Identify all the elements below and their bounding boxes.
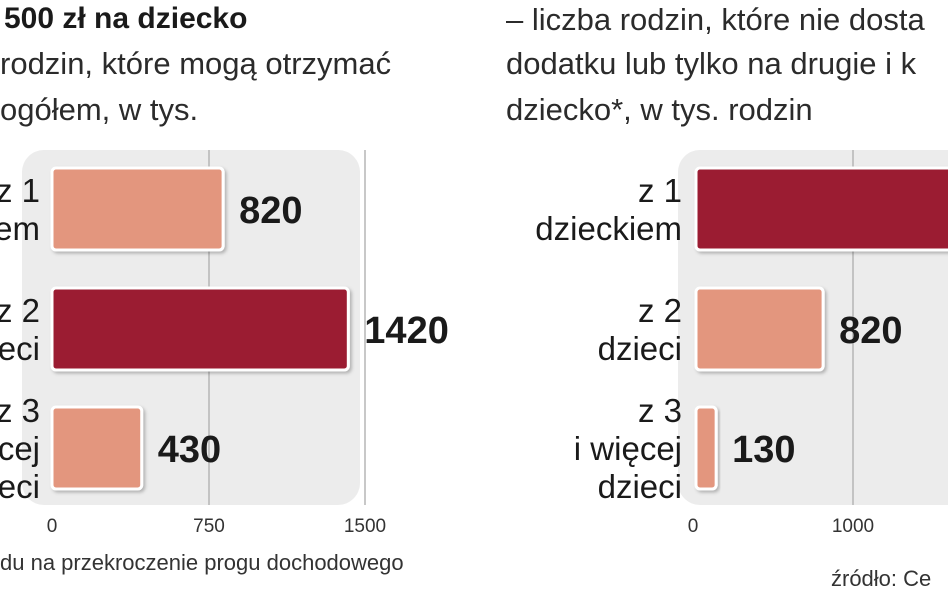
chart-1-category-label-1-1: dzieci — [598, 330, 682, 367]
chart-0-category-label-2-2: zieci — [0, 468, 40, 505]
chart-1-category-label-1-0: z 2 — [638, 292, 682, 329]
right-header-line1: – liczba rodzin, które nie dosta — [506, 2, 925, 37]
left-subtitle-line2: ogółem, w tys. — [0, 92, 199, 127]
source-note: źródło: Ce — [831, 566, 932, 591]
chart-0-tick-0: 0 — [47, 516, 58, 537]
chart-0-value-label-0: 820 — [239, 190, 302, 232]
chart-1-tick-1: 1000 — [832, 516, 874, 537]
chart-1-category-label-2-1: i więcej — [574, 430, 682, 467]
footnote: du na przekroczenie progu dochodowego — [0, 550, 404, 575]
chart-1-category-label-0-1: dzieckiem — [535, 210, 682, 247]
chart-1-category-label-2-0: z 3 — [638, 392, 682, 429]
chart-0-category-label-0-1: iem — [0, 210, 40, 247]
chart-0-category-label-2-1: cej — [0, 430, 40, 467]
chart-0-category-label-1-0: z 2 — [0, 292, 40, 329]
chart-1-bar-0 — [694, 166, 948, 252]
chart-0-bar-1 — [50, 286, 350, 372]
chart-1-bar-1 — [694, 286, 825, 372]
chart-0-tick-2: 1500 — [344, 516, 386, 537]
chart-0-category-label-0-0: z 1 — [0, 172, 40, 209]
left-subtitle-line1: rodzin, które mogą otrzymać — [0, 46, 392, 81]
right-header-line3: dziecko*, w tys. rodzin — [506, 92, 813, 127]
chart-1-category-label-0-0: z 1 — [638, 172, 682, 209]
chart-1-value-label-2: 130 — [732, 429, 795, 471]
chart-0-bar-0 — [50, 166, 225, 252]
chart-0-value-label-1: 1420 — [364, 310, 449, 352]
chart-0-value-label-2: 430 — [158, 429, 221, 471]
chart-0-bar-2 — [50, 405, 144, 491]
chart-0-category-label-1-1: dzieci — [0, 330, 40, 367]
chart-0-category-label-2-0: z 3 — [0, 392, 40, 429]
chart-1-category-label-2-2: dzieci — [598, 468, 682, 505]
chart-0-tick-1: 750 — [193, 516, 225, 537]
right-header-line2: dodatku lub tylko na drugie i k — [506, 46, 917, 81]
left-title: 500 zł na dziecko — [4, 2, 248, 35]
chart-1-bar-2 — [694, 405, 718, 491]
chart-1-tick-0: 0 — [688, 516, 699, 537]
chart-1-value-label-1: 820 — [839, 310, 902, 352]
